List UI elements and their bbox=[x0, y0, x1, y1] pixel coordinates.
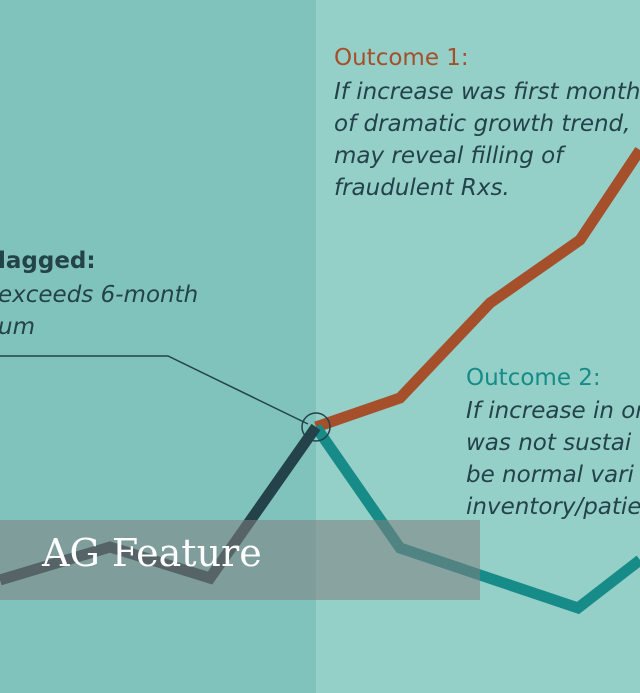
outcome2-line: If increase in or bbox=[466, 398, 640, 424]
outcome1-line: may reveal filling of bbox=[334, 143, 564, 169]
outcome2-line: be normal vari bbox=[466, 462, 634, 488]
flagged-body: exceeds 6-month um bbox=[0, 279, 198, 343]
outcome1-line: fraudulent Rxs. bbox=[334, 175, 510, 201]
flag-point-marker bbox=[301, 412, 331, 442]
flagged-heading: lagged: bbox=[0, 248, 96, 274]
outcome1-trend-line bbox=[314, 146, 640, 433]
outcome1-line: of dramatic growth trend, bbox=[334, 111, 631, 137]
banner-title: AG Feature bbox=[42, 531, 262, 575]
outcome2-body: If increase in or was not sustai be norm… bbox=[466, 395, 640, 523]
outcome2-line: inventory/patie bbox=[466, 494, 640, 520]
feature-banner bbox=[0, 520, 480, 600]
flagged-line: um bbox=[0, 314, 35, 340]
outcome1-heading: Outcome 1: bbox=[334, 45, 469, 71]
outcome2-line: was not sustai bbox=[466, 430, 632, 456]
outcome1-line: If increase was first month bbox=[334, 79, 640, 105]
flagged-line: exceeds 6-month bbox=[0, 282, 199, 308]
outcome2-trend-line bbox=[311, 423, 640, 615]
flag-callout-leader bbox=[0, 355, 309, 425]
outcome1-body: If increase was first month of dramatic … bbox=[334, 76, 640, 204]
outcome2-heading: Outcome 2: bbox=[466, 365, 601, 391]
